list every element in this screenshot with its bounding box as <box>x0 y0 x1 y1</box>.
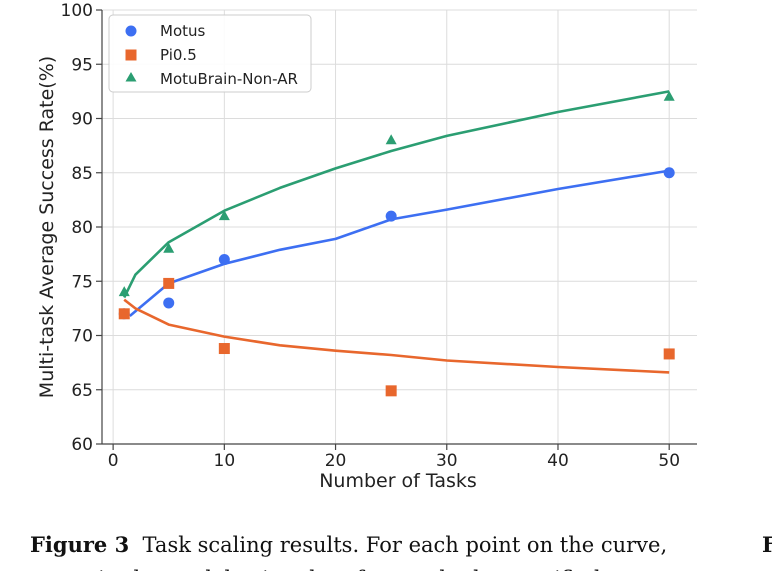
caption-label: Figure 3 <box>30 532 130 557</box>
fit-curve-motus <box>128 169 670 317</box>
y-tick-label: 90 <box>71 110 93 130</box>
legend-label-pi05: Pi0.5 <box>160 46 197 64</box>
marker-motubrain-non-ar <box>663 90 675 101</box>
grid <box>102 9 697 445</box>
legend-box <box>108 14 312 93</box>
marker-motubrain-non-ar <box>163 242 175 253</box>
marker-pi0-5 <box>118 308 130 320</box>
fit-curve-pi0-5 <box>123 298 670 374</box>
y-tick-label: 95 <box>71 55 93 75</box>
marker-motus <box>663 167 675 179</box>
marker-motus <box>163 297 175 309</box>
x-tick-label: 40 <box>547 451 569 471</box>
caption-next-line: we train the model using data from only … <box>30 562 770 571</box>
x-tick-label: 0 <box>108 451 119 471</box>
fit-curve-motubrain-non-ar <box>123 90 670 299</box>
y-tick-label: 85 <box>71 164 93 184</box>
x-tick-label: 10 <box>214 451 236 471</box>
axes: 0 10 20 30 40 50 60 65 70 75 80 85 90 95 100 <box>61 1 697 471</box>
legend-label-motus: Motus <box>160 22 206 40</box>
legend-label-motubrain: MotuBrain-Non-AR <box>160 70 298 88</box>
fit-curves <box>123 90 670 374</box>
marker-pi0-5 <box>385 385 397 397</box>
y-tick-label: 80 <box>71 218 93 238</box>
marker-pi0-5 <box>218 343 230 355</box>
legend-marker-motus <box>125 25 137 37</box>
x-tick-label: 20 <box>325 451 347 471</box>
marker-motubrain-non-ar <box>218 210 230 221</box>
x-tick-label: 50 <box>658 451 680 471</box>
task-scaling-chart: 0 10 20 30 40 50 60 65 70 75 80 85 90 95 100 Number of… <box>36 1 697 492</box>
marker-pi0-5 <box>163 277 175 289</box>
caption-right-fragment: F <box>762 532 772 557</box>
y-tick-label: 70 <box>71 327 93 347</box>
marker-motus <box>385 210 397 222</box>
x-axis-label: Number of Tasks <box>319 470 477 492</box>
figure-caption: Figure 3 Task scaling results. For each … <box>30 528 770 571</box>
marker-motubrain-non-ar <box>385 134 397 145</box>
y-tick-label: 75 <box>71 272 93 292</box>
data-markers <box>118 90 675 397</box>
x-tick-label: 30 <box>436 451 458 471</box>
y-axis-label: Multi-task Average Success Rate(%) <box>36 56 58 398</box>
y-tick-label: 100 <box>61 1 93 21</box>
legend: Motus Pi0.5 MotuBrain-Non-AR <box>108 14 312 93</box>
marker-motubrain-non-ar <box>118 286 130 297</box>
legend-marker-pi05 <box>125 49 137 61</box>
y-tick-label: 65 <box>71 381 93 401</box>
marker-motus <box>218 254 230 266</box>
legend-marker-motubrain <box>125 72 137 82</box>
caption-text: Task scaling results. For each point on … <box>142 533 668 557</box>
y-tick-label: 60 <box>71 435 93 455</box>
marker-pi0-5 <box>663 348 675 360</box>
